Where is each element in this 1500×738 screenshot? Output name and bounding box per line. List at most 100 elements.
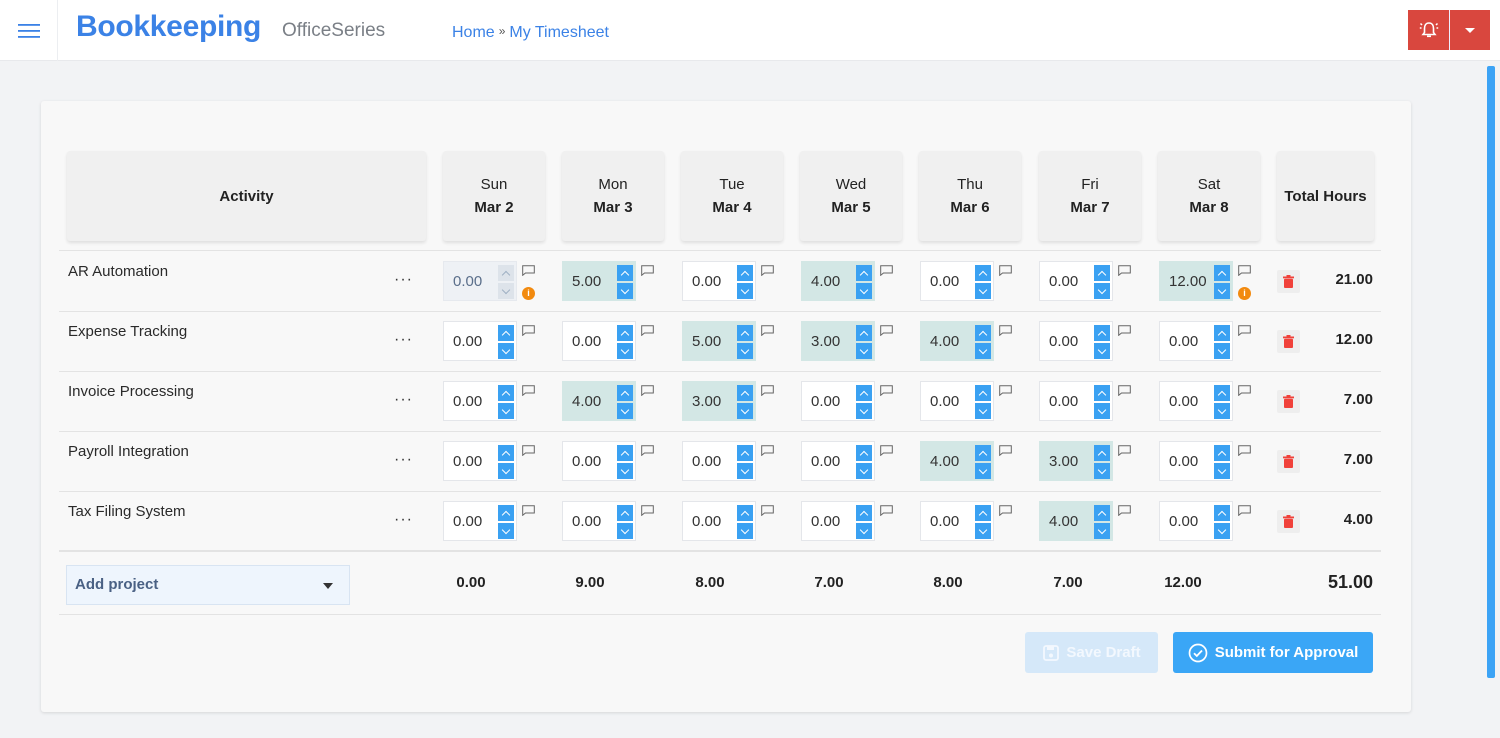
info-icon[interactable]: i <box>522 287 535 300</box>
increment-button[interactable] <box>975 385 991 401</box>
decrement-button[interactable] <box>856 283 872 299</box>
increment-button[interactable] <box>617 325 633 341</box>
hours-input[interactable]: 0.00 <box>1039 261 1113 301</box>
delete-row-button[interactable] <box>1277 330 1300 353</box>
increment-button[interactable] <box>1214 265 1230 281</box>
increment-button[interactable] <box>737 505 753 521</box>
hours-input[interactable]: 4.00 <box>562 381 636 421</box>
comment-icon[interactable] <box>880 325 893 336</box>
increment-button[interactable] <box>975 445 991 461</box>
decrement-button[interactable] <box>617 403 633 419</box>
decrement-button[interactable] <box>498 463 514 479</box>
increment-button[interactable] <box>975 325 991 341</box>
hours-stepper[interactable] <box>737 325 753 359</box>
increment-button[interactable] <box>737 325 753 341</box>
hours-stepper[interactable] <box>975 385 991 419</box>
comment-icon[interactable] <box>1118 265 1131 276</box>
comment-icon[interactable] <box>1238 505 1251 516</box>
increment-button[interactable] <box>856 445 872 461</box>
row-more-options-button[interactable]: ··· <box>394 451 413 468</box>
hours-stepper[interactable] <box>617 265 633 299</box>
decrement-button[interactable] <box>1214 523 1230 539</box>
decrement-button[interactable] <box>975 463 991 479</box>
hours-stepper[interactable] <box>975 445 991 479</box>
hours-stepper[interactable] <box>856 505 872 539</box>
hours-input[interactable]: 0.00 <box>443 261 517 301</box>
decrement-button[interactable] <box>975 403 991 419</box>
comment-icon[interactable] <box>761 505 774 516</box>
decrement-button[interactable] <box>617 343 633 359</box>
comment-icon[interactable] <box>641 325 654 336</box>
decrement-button[interactable] <box>498 343 514 359</box>
hours-stepper[interactable] <box>1214 445 1230 479</box>
submit-for-approval-button[interactable]: Submit for Approval <box>1173 632 1373 673</box>
decrement-button[interactable] <box>737 523 753 539</box>
comment-icon[interactable] <box>1118 325 1131 336</box>
hours-input[interactable]: 0.00 <box>1159 501 1233 541</box>
comment-icon[interactable] <box>880 505 893 516</box>
decrement-button[interactable] <box>498 403 514 419</box>
hours-input[interactable]: 0.00 <box>562 441 636 481</box>
comment-icon[interactable] <box>522 325 535 336</box>
increment-button[interactable] <box>498 385 514 401</box>
comment-icon[interactable] <box>761 445 774 456</box>
hours-input[interactable]: 4.00 <box>920 441 994 481</box>
increment-button[interactable] <box>617 385 633 401</box>
comment-icon[interactable] <box>999 505 1012 516</box>
delete-row-button[interactable] <box>1277 510 1300 533</box>
hours-stepper[interactable] <box>975 325 991 359</box>
comment-icon[interactable] <box>761 265 774 276</box>
decrement-button[interactable] <box>856 403 872 419</box>
hours-input[interactable]: 0.00 <box>1039 381 1113 421</box>
decrement-button[interactable] <box>498 283 514 299</box>
decrement-button[interactable] <box>1094 343 1110 359</box>
hours-input[interactable]: 0.00 <box>682 261 756 301</box>
hours-input[interactable]: 4.00 <box>1039 501 1113 541</box>
hours-input[interactable]: 0.00 <box>1159 381 1233 421</box>
decrement-button[interactable] <box>975 343 991 359</box>
increment-button[interactable] <box>1214 505 1230 521</box>
decrement-button[interactable] <box>1214 283 1230 299</box>
comment-icon[interactable] <box>1238 445 1251 456</box>
hours-input[interactable]: 0.00 <box>801 501 875 541</box>
increment-button[interactable] <box>617 445 633 461</box>
hours-stepper[interactable] <box>617 445 633 479</box>
comment-icon[interactable] <box>1238 325 1251 336</box>
increment-button[interactable] <box>1094 385 1110 401</box>
hours-stepper[interactable] <box>1094 445 1110 479</box>
comment-icon[interactable] <box>1238 265 1251 276</box>
hours-input[interactable]: 5.00 <box>682 321 756 361</box>
increment-button[interactable] <box>856 505 872 521</box>
decrement-button[interactable] <box>617 463 633 479</box>
comment-icon[interactable] <box>1118 505 1131 516</box>
decrement-button[interactable] <box>617 283 633 299</box>
hours-input[interactable]: 0.00 <box>1039 321 1113 361</box>
hours-input[interactable]: 4.00 <box>801 261 875 301</box>
comment-icon[interactable] <box>1118 445 1131 456</box>
increment-button[interactable] <box>975 265 991 281</box>
hours-stepper[interactable] <box>1094 505 1110 539</box>
decrement-button[interactable] <box>1214 343 1230 359</box>
comment-icon[interactable] <box>999 445 1012 456</box>
decrement-button[interactable] <box>856 343 872 359</box>
hours-input[interactable]: 12.00 <box>1159 261 1233 301</box>
comment-icon[interactable] <box>1118 385 1131 396</box>
comment-icon[interactable] <box>1238 385 1251 396</box>
page-scrollbar[interactable] <box>1487 66 1495 678</box>
decrement-button[interactable] <box>975 523 991 539</box>
increment-button[interactable] <box>617 265 633 281</box>
comment-icon[interactable] <box>522 385 535 396</box>
increment-button[interactable] <box>1094 265 1110 281</box>
save-draft-button[interactable]: Save Draft <box>1025 632 1158 673</box>
breadcrumb-my-timesheet[interactable]: My Timesheet <box>509 24 609 41</box>
comment-icon[interactable] <box>522 505 535 516</box>
hours-input[interactable]: 0.00 <box>920 501 994 541</box>
increment-button[interactable] <box>1214 385 1230 401</box>
hours-stepper[interactable] <box>856 265 872 299</box>
comment-icon[interactable] <box>999 265 1012 276</box>
hours-input[interactable]: 0.00 <box>801 441 875 481</box>
decrement-button[interactable] <box>1214 403 1230 419</box>
comment-icon[interactable] <box>522 445 535 456</box>
hamburger-menu-button[interactable] <box>0 0 58 61</box>
hours-input[interactable]: 0.00 <box>1159 321 1233 361</box>
